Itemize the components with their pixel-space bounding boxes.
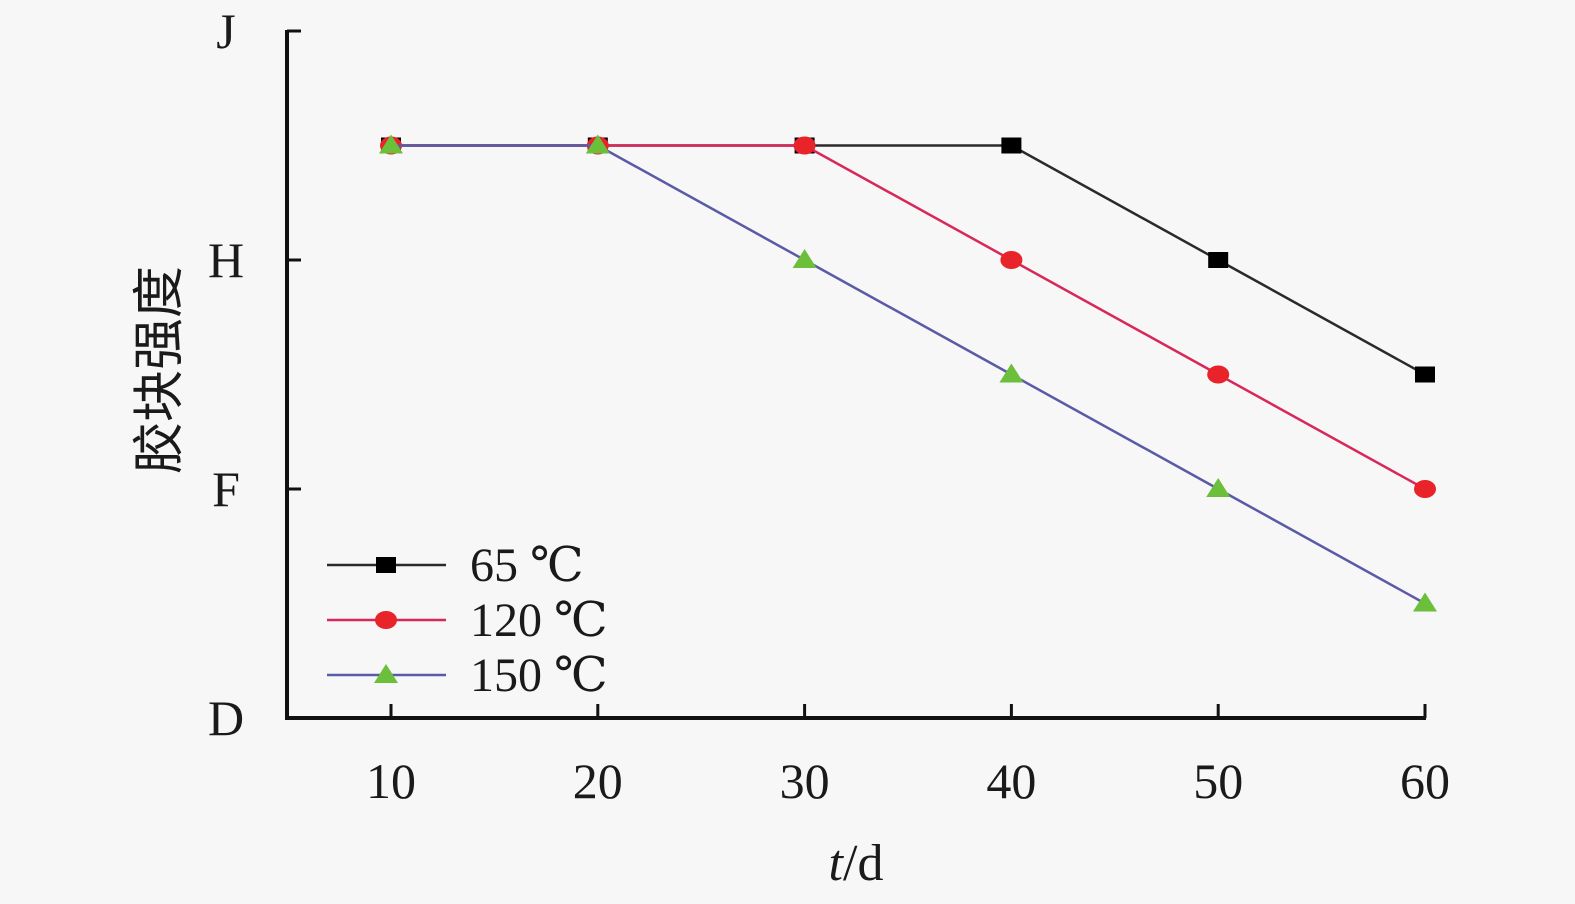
y-axis-title: 胶块强度 [132, 266, 189, 474]
x-tick-label: 50 [1193, 753, 1243, 809]
data-point [1208, 252, 1229, 268]
series-2 [379, 134, 1437, 612]
legend-swatch-marker [376, 557, 396, 573]
data-point [379, 134, 403, 154]
legend-item: 150 ℃ [327, 649, 608, 702]
series-line [391, 144, 1426, 605]
x-tick-label: 60 [1400, 753, 1450, 809]
data-point [1001, 137, 1022, 154]
data-point [792, 249, 817, 268]
y-tick-label: J [216, 3, 235, 59]
legend-label: 120 ℃ [470, 594, 608, 647]
data-point [585, 134, 610, 154]
y-tick-label: F [212, 461, 240, 517]
x-axis-title: t/d [829, 835, 884, 892]
data-point [1415, 366, 1435, 383]
x-tick-label: 20 [573, 753, 623, 809]
legend-label: 65 ℃ [470, 539, 584, 592]
series-0 [381, 137, 1435, 383]
series-layer [379, 134, 1437, 612]
data-point [1206, 478, 1231, 497]
y-tick-label: H [208, 232, 244, 288]
x-tick-label: 40 [986, 753, 1036, 809]
y-ticks: D F H J [208, 3, 301, 746]
legend-swatch-marker [375, 611, 397, 629]
legend-swatch-marker [374, 664, 398, 683]
data-point [1413, 592, 1437, 612]
data-point [1207, 365, 1230, 384]
series-line [391, 144, 1426, 376]
data-point [999, 363, 1024, 383]
y-tick-label: D [208, 690, 244, 746]
data-point [1000, 251, 1023, 269]
data-point [1414, 480, 1436, 498]
x-axis-title-symbol: t [829, 835, 845, 892]
x-tick-label: 30 [780, 753, 830, 809]
data-point [793, 136, 816, 155]
x-tick-label: 10 [366, 753, 416, 809]
x-ticks: 10 20 30 40 50 60 [366, 704, 1450, 809]
legend-item: 65 ℃ [327, 539, 584, 592]
legend-item: 120 ℃ [327, 594, 608, 647]
plot-area: D F H J 10 20 30 40 50 60 [208, 3, 1450, 809]
x-axis-title-unit: /d [843, 835, 883, 892]
legend-label: 150 ℃ [470, 649, 608, 702]
